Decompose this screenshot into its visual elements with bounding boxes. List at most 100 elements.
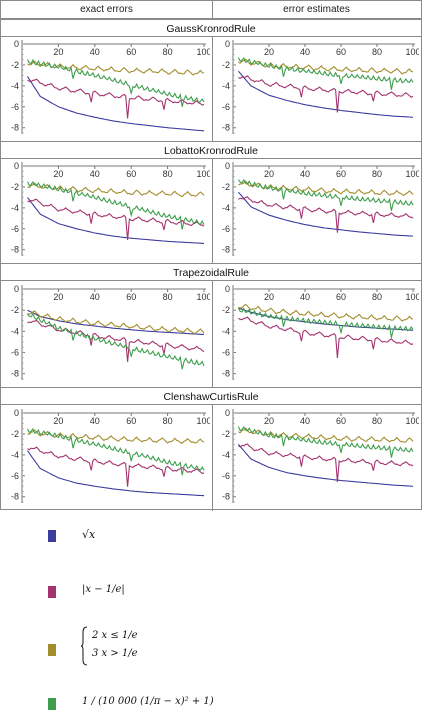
y-tick-label: -4 [222, 450, 230, 460]
series-line-sqrt [237, 191, 414, 237]
rule-title-clenshawcurtis: ClenshawCurtisRule [1, 387, 421, 405]
series-line-runge [237, 178, 414, 211]
x-tick-label: 100 [405, 416, 419, 426]
x-tick-label: 60 [336, 292, 346, 302]
series-line-abs [238, 196, 414, 233]
series-line-piecewise [238, 427, 414, 443]
y-tick-label: -4 [222, 81, 230, 91]
x-tick-label: 20 [264, 416, 274, 426]
x-tick-label: 20 [53, 416, 63, 426]
y-tick-label: -6 [222, 347, 230, 357]
x-tick-label: 40 [90, 292, 100, 302]
x-tick-label: 60 [336, 416, 346, 426]
y-tick-label: -8 [11, 492, 19, 502]
plot-trapezoidal-exact: 20 40 60 80 100 0 -2 -4 -6 -8 [11, 284, 210, 380]
y-tick-label: -8 [11, 245, 19, 255]
x-tick-label: 100 [196, 47, 210, 57]
x-tick-label: 80 [163, 416, 173, 426]
series-line-abs [27, 198, 205, 240]
series-line-piecewise [27, 310, 205, 335]
y-tick-label: -4 [11, 326, 19, 336]
series-line-abs [27, 446, 205, 487]
legend-label-abs: |x − 1/e| [82, 584, 125, 595]
column-divider [212, 159, 213, 263]
y-tick-label: 0 [14, 39, 19, 49]
x-tick-label: 40 [300, 416, 310, 426]
x-tick-label: 60 [126, 169, 136, 179]
y-tick-label: 0 [225, 284, 230, 294]
y-tick-label: -6 [11, 102, 19, 112]
x-tick-label: 100 [196, 169, 210, 179]
y-tick-label: -2 [222, 182, 230, 192]
x-tick-label: 20 [53, 169, 63, 179]
legend-swatch-runge [48, 698, 56, 710]
x-tick-label: 80 [163, 47, 173, 57]
y-tick-label: -6 [222, 471, 230, 481]
y-tick-label: -4 [11, 203, 19, 213]
series-line-sqrt [27, 450, 205, 497]
series-line-sqrt [27, 76, 205, 132]
plot-clenshawcurtis-estimate: 20 40 60 80 100 0 -2 -4 -6 -8 [222, 408, 419, 503]
y-tick-label: -2 [222, 305, 230, 315]
y-tick-label: -4 [222, 326, 230, 336]
column-divider [212, 37, 213, 141]
x-tick-label: 40 [300, 47, 310, 57]
x-tick-label: 100 [405, 169, 419, 179]
y-tick-label: -2 [222, 60, 230, 70]
x-tick-label: 60 [126, 416, 136, 426]
rule-title-gausskronrod: GaussKronrodRule [1, 19, 421, 37]
y-tick-label: 0 [225, 39, 230, 49]
series-line-piecewise [238, 303, 414, 322]
y-tick-label: 0 [14, 161, 19, 171]
piecewise-brace-icon [80, 626, 88, 666]
series-line-abs [238, 443, 414, 482]
series-line-piecewise [238, 58, 414, 75]
x-tick-label: 20 [264, 169, 274, 179]
x-tick-label: 40 [90, 47, 100, 57]
plot-gausskronrod-exact: 20 40 60 80 100 0 -2 -4 -6 -8 [11, 39, 210, 134]
y-tick-label: -6 [11, 471, 19, 481]
x-tick-label: 60 [336, 47, 346, 57]
x-tick-label: 60 [126, 47, 136, 57]
y-tick-label: -2 [11, 60, 19, 70]
series-line-runge [27, 180, 205, 230]
legend-swatch-sqrt [48, 530, 56, 542]
legend-label-piecewise-case1: 2 x ≤ 1/e [92, 630, 138, 641]
x-tick-label: 100 [405, 292, 419, 302]
y-tick-label: -2 [11, 429, 19, 439]
column-divider [212, 405, 213, 511]
legend-label-runge: 1 / (10 000 (1/π − x)² + 1) [82, 696, 214, 707]
series-line-runge [237, 307, 414, 338]
x-tick-label: 80 [372, 169, 382, 179]
y-tick-label: -2 [11, 182, 19, 192]
plot-lobattokronrod-exact: 20 40 60 80 100 0 -2 -4 -6 -8 [11, 161, 210, 256]
y-tick-label: -4 [11, 450, 19, 460]
x-tick-label: 20 [53, 292, 63, 302]
column-divider [212, 281, 213, 387]
series-line-abs [238, 75, 414, 113]
x-tick-label: 40 [90, 416, 100, 426]
x-tick-label: 40 [300, 292, 310, 302]
x-tick-label: 80 [372, 416, 382, 426]
series-line-runge [237, 56, 414, 90]
x-tick-label: 60 [126, 292, 136, 302]
x-tick-label: 100 [405, 47, 419, 57]
column-divider [212, 1, 213, 19]
series-line-piecewise [27, 60, 205, 76]
x-tick-label: 100 [196, 292, 210, 302]
x-tick-label: 40 [90, 169, 100, 179]
x-tick-label: 60 [336, 169, 346, 179]
rule-title-lobattokronrod: LobattoKronrodRule [1, 141, 421, 159]
x-tick-label: 80 [372, 292, 382, 302]
y-tick-label: -8 [222, 492, 230, 502]
plot-trapezoidal-estimate: 20 40 60 80 100 0 -2 -4 -6 -8 [222, 284, 419, 380]
series-line-piecewise [238, 180, 414, 197]
legend-label-piecewise-case2: 3 x > 1/e [92, 648, 138, 659]
x-tick-label: 80 [163, 169, 173, 179]
x-tick-label: 40 [300, 169, 310, 179]
y-tick-label: -4 [222, 203, 230, 213]
series-line-sqrt [237, 70, 414, 118]
series-line-sqrt [27, 197, 205, 244]
y-tick-label: 0 [14, 284, 19, 294]
legend-swatch-piecewise [48, 644, 56, 656]
